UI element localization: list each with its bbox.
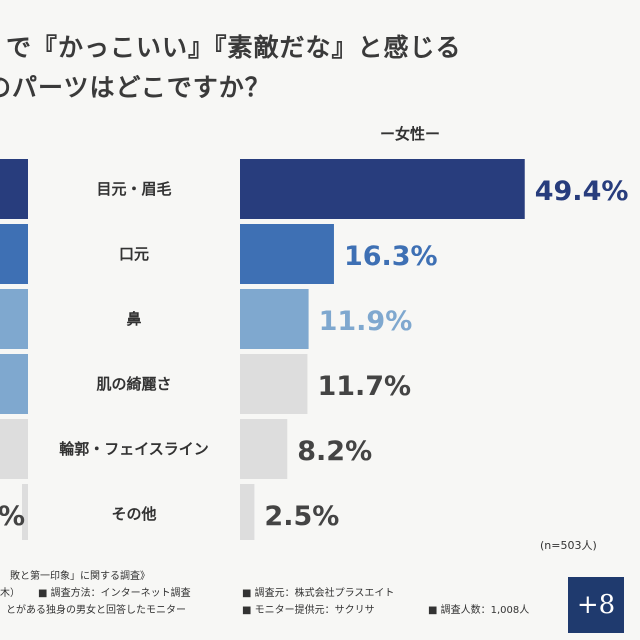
- series-label-female: ー女性ー: [380, 125, 440, 143]
- category-label: 輪郭・フェイスライン: [59, 440, 209, 458]
- value-label: 2.5%: [264, 501, 339, 532]
- left-bar-partial: [0, 354, 28, 414]
- left-bar-partial: [0, 419, 28, 479]
- bar-female: [240, 419, 288, 479]
- left-bar-partial: [0, 159, 28, 219]
- left-bar-partial: [0, 224, 28, 284]
- footer-monitor: ■ モニター提供元：サクリサ: [242, 605, 375, 616]
- footer-row-1: 敗と第一印象」に関する調査》: [0, 568, 560, 585]
- sample-size-note: (n=503人): [540, 539, 597, 552]
- left-bar-partial: [22, 484, 28, 540]
- left-partial-value-label: %: [0, 501, 25, 532]
- value-label: 16.3%: [344, 241, 438, 272]
- category-label: その他: [111, 505, 156, 523]
- footer-period: 木）: [0, 588, 20, 599]
- footer-survey-name: 敗と第一印象」に関する調査》: [10, 571, 150, 582]
- footer-method: ■ 調査方法：インターネット調査: [38, 588, 191, 599]
- category-label: 目元・眉毛: [96, 180, 171, 198]
- footer-count: ■ 調査人数：1,008人: [428, 605, 530, 616]
- value-label: 11.7%: [317, 371, 411, 402]
- footer-row-2: 木） ■ 調査方法：インターネット調査 ■ 調査元：株式会社プラスエイト: [0, 585, 560, 602]
- value-label: 11.9%: [319, 306, 413, 337]
- survey-footer: 敗と第一印象」に関する調査》 木） ■ 調査方法：インターネット調査 ■ 調査元…: [0, 568, 560, 619]
- category-label: 口元: [119, 245, 149, 263]
- footer-row-3: とがある独身の男女と回答したモニター ■ モニター提供元：サクリサ ■ 調査人数…: [0, 602, 560, 619]
- left-bar-partial: [0, 289, 28, 349]
- bar-female: [240, 159, 525, 219]
- chart-title: で『かっこいい』『素敵だな』と感じる のパーツはどこですか？: [0, 30, 462, 106]
- category-label: 鼻: [126, 310, 141, 328]
- title-line-2: のパーツはどこですか？: [0, 73, 271, 102]
- bar-female: [240, 484, 255, 540]
- title-line-1: で『かっこいい』『素敵だな』と感じる: [6, 33, 462, 62]
- value-label: 8.2%: [297, 436, 372, 467]
- bar-female: [240, 289, 309, 349]
- value-label: 49.4%: [535, 176, 629, 207]
- bar-female: [240, 224, 334, 284]
- footer-organization: ■ 調査元：株式会社プラスエイト: [242, 588, 395, 599]
- category-label: 肌の綺麗さ: [96, 375, 171, 393]
- footer-target: とがある独身の男女と回答したモニター: [6, 605, 186, 616]
- bar-female: [240, 354, 308, 414]
- brand-logo: +8: [568, 577, 624, 633]
